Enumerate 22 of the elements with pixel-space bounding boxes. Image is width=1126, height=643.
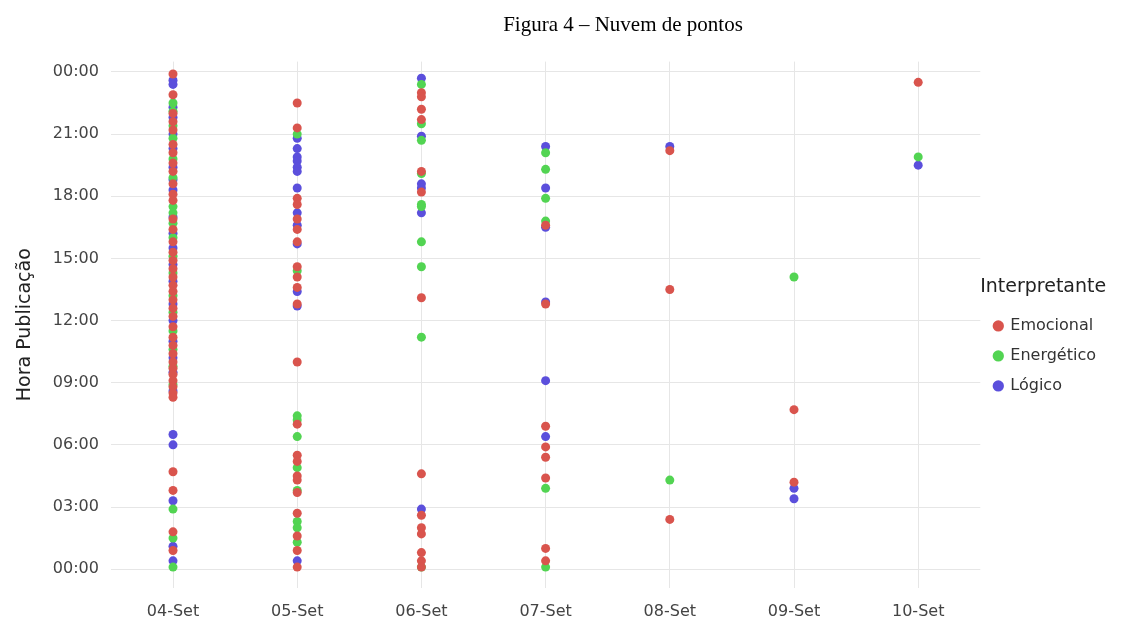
y-tick-label: 09:00	[52, 371, 99, 391]
chart-title: Figura 4 – Nuvem de pontos	[502, 11, 744, 38]
x-tick-label: 07-Set	[519, 600, 572, 620]
legend-title: Interpretante	[980, 273, 1107, 296]
y-tick-label: 06:00	[52, 434, 99, 454]
y-tick-label: 03:00	[52, 496, 99, 516]
y-tick-label: 18:00	[52, 185, 99, 205]
x-tick-label: 04-Set	[146, 600, 200, 620]
x-tick-label: 09-Set	[767, 600, 821, 620]
x-tick-label: 06-Set	[395, 600, 448, 620]
legend-label: Emocional	[1010, 315, 1094, 335]
legend-label: Energético	[1010, 345, 1097, 365]
y-axis-title: Hora Publicação	[12, 248, 35, 402]
legend-label: Lógico	[1010, 375, 1062, 395]
x-tick-label: 05-Set	[271, 600, 324, 620]
y-tick-label: 15:00	[52, 247, 99, 267]
x-tick-label: 08-Set	[643, 600, 697, 620]
y-tick-label: 00:00	[52, 61, 99, 81]
y-tick-label: 12:00	[52, 309, 99, 329]
y-tick-label: 21:00	[52, 123, 99, 143]
x-tick-label: 10-Set	[892, 600, 945, 620]
y-tick-label: 00:00	[52, 558, 99, 578]
